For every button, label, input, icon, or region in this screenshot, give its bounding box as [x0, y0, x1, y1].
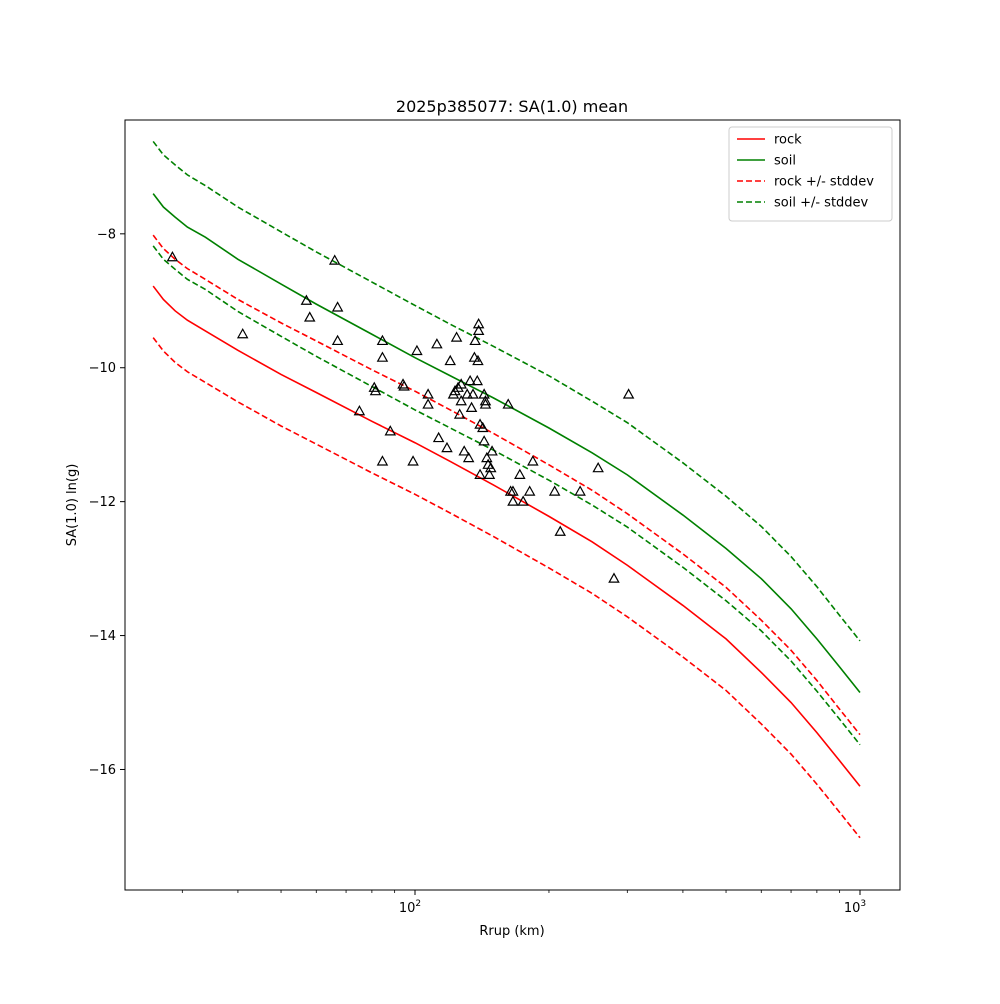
series-line-0 — [152, 285, 861, 787]
observation-point-11 — [376, 351, 389, 362]
observation-point-68 — [622, 388, 635, 399]
legend-label-3: soil +/- stddev — [774, 196, 869, 211]
observation-point-66 — [592, 461, 604, 473]
observation-point-2 — [300, 294, 313, 305]
observation-point-0 — [166, 251, 179, 262]
observation-point-34 — [464, 374, 476, 386]
x-axis-label: Rrup (km) — [479, 924, 544, 939]
chart-title: 2025p385077: SA(1.0) mean — [396, 97, 628, 116]
series-line-4 — [152, 140, 861, 642]
observation-point-3 — [303, 311, 316, 322]
y-axis-label: SA(1.0) ln(g) — [65, 464, 80, 547]
observation-point-36 — [467, 388, 479, 399]
observation-point-13 — [384, 425, 397, 436]
observation-point-40 — [472, 354, 484, 366]
x-tick-label-0: 102 — [399, 899, 421, 916]
observation-point-6 — [331, 334, 344, 346]
observation-point-12 — [376, 455, 389, 466]
observation-point-57 — [507, 485, 519, 496]
observation-point-59 — [514, 468, 526, 479]
observation-point-35 — [465, 401, 478, 413]
observation-point-20 — [431, 338, 443, 349]
observation-point-33 — [462, 451, 475, 463]
observation-point-18 — [422, 388, 434, 399]
series-line-1 — [152, 193, 861, 693]
observation-point-53 — [484, 461, 497, 473]
observation-point-60 — [517, 495, 529, 506]
observation-point-7 — [353, 405, 366, 416]
observation-point-10 — [376, 334, 389, 346]
observation-point-25 — [449, 384, 461, 396]
axes-frame — [124, 119, 901, 891]
observation-point-42 — [472, 317, 485, 329]
observation-point-9 — [369, 384, 382, 396]
observation-point-30 — [455, 378, 467, 389]
legend-box — [728, 126, 893, 222]
legend-label-1: soil — [774, 154, 796, 169]
y-tick-label-3: −14 — [89, 629, 116, 644]
observation-point-54 — [486, 445, 498, 456]
observation-point-17 — [411, 344, 423, 356]
observation-point-19 — [422, 398, 434, 409]
observation-point-5 — [331, 301, 344, 312]
y-tick-label-0: −8 — [97, 227, 116, 242]
observation-point-45 — [476, 421, 489, 433]
observation-point-41 — [472, 324, 485, 336]
observation-point-52 — [483, 468, 496, 479]
observation-point-4 — [328, 254, 341, 265]
observation-point-15 — [398, 380, 410, 391]
legend: rock soil rock +/- stddev soil +/- stddev — [728, 126, 893, 222]
observation-point-47 — [478, 435, 490, 446]
observation-point-64 — [554, 525, 566, 536]
observation-point-67 — [608, 572, 620, 583]
y-tick-label-1: −10 — [89, 361, 116, 376]
observation-point-21 — [432, 431, 445, 443]
observation-point-43 — [474, 468, 486, 479]
observation-point-49 — [479, 398, 492, 409]
observation-point-55 — [502, 398, 515, 409]
observation-point-29 — [455, 394, 467, 406]
x-tick-label-base-0: 10 — [399, 901, 416, 916]
series-line-3 — [152, 337, 861, 839]
y-tick-label-4: −16 — [89, 763, 116, 778]
observation-point-23 — [444, 354, 457, 366]
observation-point-28 — [453, 408, 466, 419]
observation-point-39 — [471, 374, 484, 386]
observation-point-22 — [441, 441, 453, 453]
observation-point-16 — [407, 455, 419, 466]
observation-point-26 — [450, 331, 463, 342]
observation-point-31 — [458, 445, 470, 456]
observation-point-32 — [461, 388, 473, 399]
observation-point-27 — [452, 381, 464, 392]
observation-point-1 — [236, 328, 249, 339]
legend-label-0: rock — [774, 133, 802, 148]
series-line-5 — [152, 245, 861, 746]
x-tick-label-1: 103 — [844, 899, 866, 916]
observation-point-48 — [479, 394, 492, 406]
observation-point-65 — [574, 485, 586, 496]
observation-point-63 — [548, 485, 561, 496]
x-tick-label-exp-1: 3 — [860, 899, 866, 909]
plot-area — [152, 140, 861, 839]
y-tick-label-2: −12 — [89, 495, 116, 510]
observation-point-62 — [527, 455, 539, 466]
legend-label-2: rock +/- stddev — [774, 175, 874, 190]
series-line-2 — [152, 234, 861, 736]
observation-point-38 — [469, 334, 481, 346]
x-tick-label-base-1: 10 — [844, 901, 861, 916]
observation-point-58 — [507, 495, 519, 506]
x-tick-label-exp-0: 2 — [415, 899, 421, 909]
observation-point-61 — [523, 485, 536, 496]
